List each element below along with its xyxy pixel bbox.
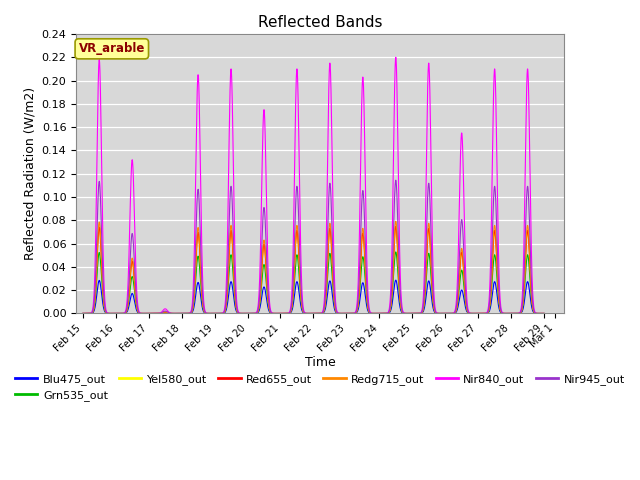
Grn535_out (323, 290, 330, 296)
Grn535_out (534, 311, 542, 316)
Nir945_out (142, 311, 150, 316)
Nir840_out (371, 311, 378, 316)
Blu475_out (323, 300, 330, 305)
Blu475_out (534, 311, 542, 316)
Grn535_out (381, 311, 389, 316)
Line: Grn535_out: Grn535_out (83, 252, 544, 313)
Line: Nir840_out: Nir840_out (83, 57, 544, 313)
Line: Yel580_out: Yel580_out (83, 229, 544, 313)
Redg715_out (142, 311, 150, 316)
Yel580_out (451, 310, 459, 316)
Red655_out (540, 311, 548, 316)
Blu475_out (381, 311, 389, 316)
Line: Nir945_out: Nir945_out (83, 180, 544, 313)
Nir840_out (381, 311, 389, 316)
Nir945_out (540, 311, 548, 316)
Y-axis label: Reflected Radiation (W/m2): Reflected Radiation (W/m2) (23, 87, 36, 260)
Nir840_out (142, 311, 150, 316)
Blu475_out (451, 310, 459, 316)
Red655_out (451, 310, 459, 316)
Redg715_out (534, 311, 542, 316)
Nir840_out (392, 54, 399, 60)
Redg715_out (79, 311, 86, 316)
Redg715_out (392, 218, 399, 224)
Yel580_out (392, 226, 399, 232)
Yel580_out (79, 311, 86, 316)
Redg715_out (371, 311, 378, 316)
Redg715_out (451, 310, 459, 315)
Redg715_out (323, 280, 330, 286)
Line: Redg715_out: Redg715_out (83, 221, 544, 313)
Yel580_out (371, 311, 378, 316)
Nir840_out (534, 311, 542, 316)
Legend: Blu475_out, Grn535_out, Yel580_out, Red655_out, Redg715_out, Nir840_out, Nir945_: Blu475_out, Grn535_out, Yel580_out, Red6… (11, 369, 629, 406)
Nir840_out (540, 311, 548, 316)
Redg715_out (540, 311, 548, 316)
Blu475_out (392, 277, 399, 283)
Yel580_out (323, 282, 330, 288)
Red655_out (534, 311, 542, 316)
Nir945_out (534, 311, 542, 316)
Blu475_out (79, 311, 86, 316)
Red655_out (79, 311, 86, 316)
Line: Red655_out: Red655_out (83, 227, 544, 313)
Yel580_out (142, 311, 150, 316)
Red655_out (371, 311, 378, 316)
Red655_out (392, 224, 399, 229)
X-axis label: Time: Time (305, 356, 335, 370)
Yel580_out (534, 311, 542, 316)
Blu475_out (371, 311, 378, 316)
Grn535_out (451, 310, 459, 316)
Red655_out (381, 311, 389, 316)
Redg715_out (381, 311, 389, 316)
Red655_out (142, 311, 150, 316)
Text: VR_arable: VR_arable (79, 42, 145, 55)
Grn535_out (392, 249, 399, 255)
Red655_out (323, 281, 330, 287)
Title: Reflected Bands: Reflected Bands (258, 15, 382, 30)
Nir945_out (79, 311, 86, 316)
Grn535_out (142, 311, 150, 316)
Nir945_out (451, 310, 459, 315)
Nir840_out (323, 225, 330, 230)
Line: Blu475_out: Blu475_out (83, 280, 544, 313)
Nir840_out (451, 309, 459, 314)
Yel580_out (540, 311, 548, 316)
Yel580_out (381, 311, 389, 316)
Nir945_out (381, 311, 389, 316)
Nir945_out (371, 311, 378, 316)
Grn535_out (371, 311, 378, 316)
Grn535_out (79, 311, 86, 316)
Blu475_out (540, 311, 548, 316)
Nir945_out (323, 266, 330, 272)
Nir945_out (392, 178, 399, 183)
Grn535_out (540, 311, 548, 316)
Nir840_out (79, 311, 86, 316)
Blu475_out (142, 311, 150, 316)
